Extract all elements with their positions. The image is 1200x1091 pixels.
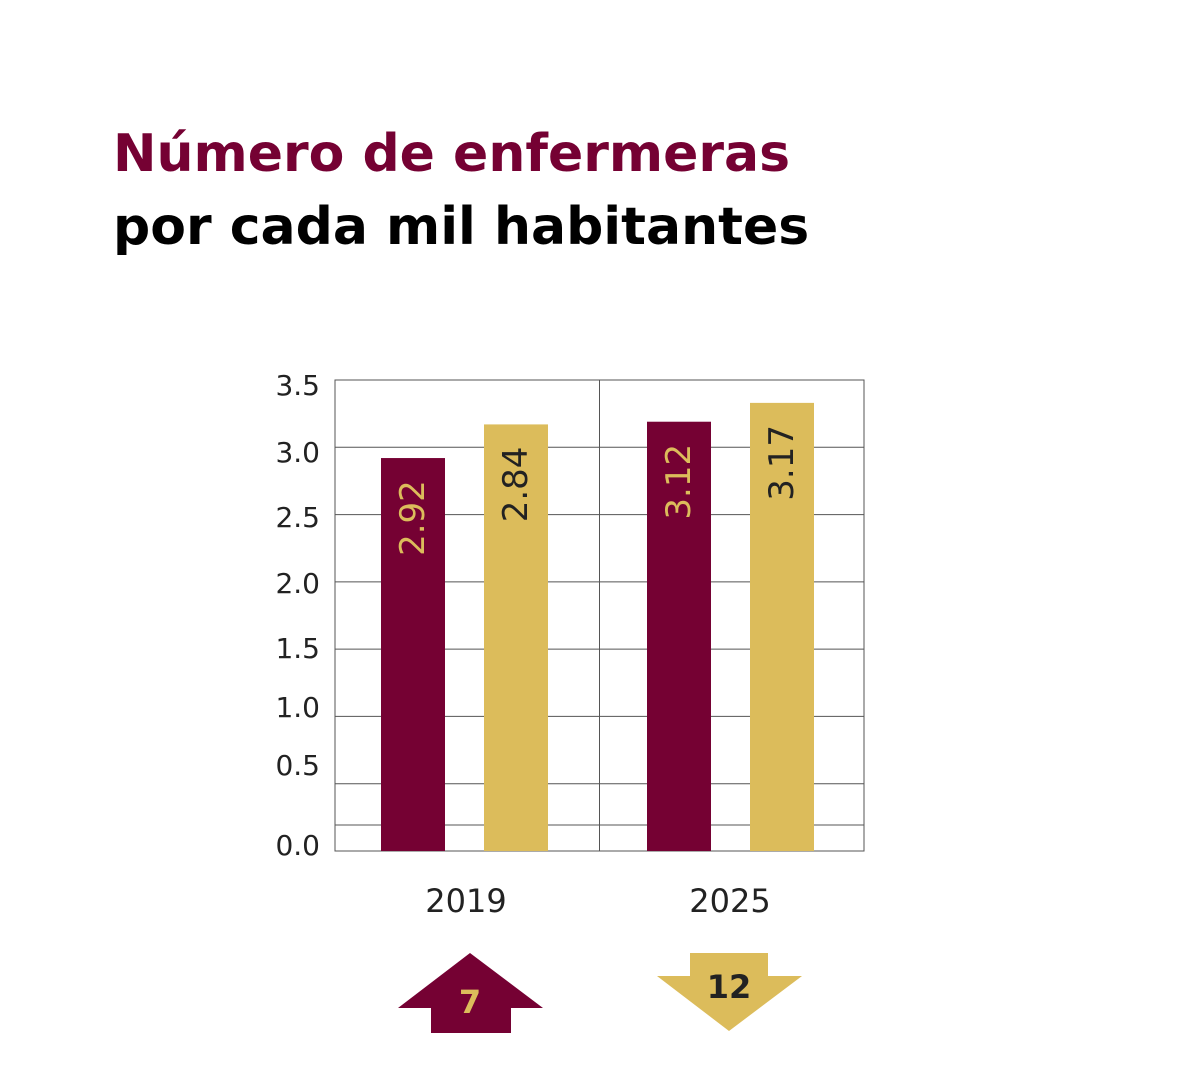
y-tick-label: 1.0 (275, 691, 320, 724)
bar-data-label: 2.92 (393, 480, 433, 556)
arrow-down-icon (657, 953, 802, 1031)
arrow-annotation-label: 7 (459, 983, 481, 1021)
y-tick-label: 1.5 (275, 632, 320, 665)
bar-data-label: 3.17 (762, 425, 802, 501)
chart-title-line-2: por cada mil habitantes (113, 197, 810, 257)
y-tick-label: 2.0 (275, 567, 320, 600)
bar-data-label: 2.84 (496, 447, 536, 523)
bar-2025-a (647, 421, 711, 851)
arrow-annotation-label: 12 (707, 968, 752, 1006)
y-tick-label: 2.5 (275, 501, 320, 534)
y-tick-label: 0.0 (275, 829, 320, 862)
y-tick-label: 3.5 (275, 369, 320, 402)
y-tick-label: 3.0 (275, 436, 320, 469)
chart-title-line-1: Número de enfermeras (113, 124, 791, 184)
x-category-label: 2019 (425, 882, 506, 920)
x-category-label: 2025 (689, 882, 770, 920)
arrow-up-icon (398, 953, 543, 1033)
bar-2025-b (750, 402, 814, 851)
y-tick-label: 0.5 (275, 749, 320, 782)
bar-2019-b (484, 424, 548, 851)
bar-data-label: 3.12 (659, 444, 699, 520)
bar-2019-a (381, 458, 445, 851)
